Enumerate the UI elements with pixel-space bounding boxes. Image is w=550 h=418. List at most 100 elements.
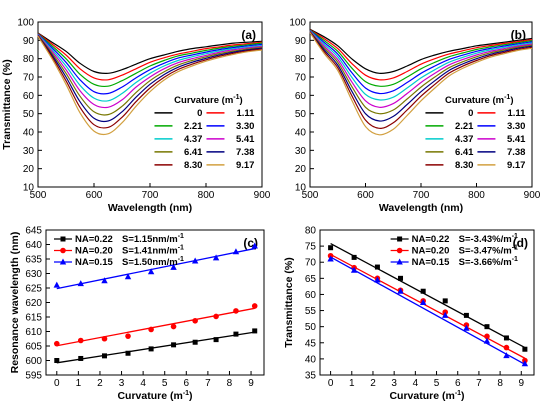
data-point (484, 324, 490, 330)
y-tick-label: 20 (295, 164, 307, 175)
legend-label: 8.30 (455, 160, 474, 171)
data-point (148, 326, 154, 333)
data-point (101, 353, 107, 359)
x-tick-label: 900 (524, 190, 541, 201)
data-point (125, 333, 131, 339)
data-point (192, 339, 198, 345)
x-tick-label: 500 (30, 190, 47, 201)
series-line-7.38 (37, 35, 263, 123)
y-tick-label: 30 (23, 146, 35, 157)
data-point (101, 277, 108, 284)
series-line-0 (37, 32, 263, 74)
y-tick-label: 10 (23, 183, 35, 194)
y-tick-label: 640 (25, 240, 42, 251)
legend-label: NA=0.20 (75, 246, 113, 257)
legend-marker (396, 247, 403, 254)
panel-label: (b) (511, 28, 526, 42)
x-tick-label: 1 (349, 378, 355, 389)
series-line-3.30 (37, 33, 263, 95)
y-tick-label: 60 (295, 91, 307, 102)
legend-fit-label: S=-3.66%/m-1 (459, 256, 518, 268)
series-line-4.37 (37, 34, 263, 102)
data-point (350, 266, 358, 273)
data-point (213, 337, 219, 343)
y-tick-label: 100 (17, 18, 34, 29)
x-tick-label: 6 (455, 378, 461, 389)
y-tick-label: 90 (295, 36, 307, 47)
fit-line (56, 331, 255, 364)
legend-label: 0 (468, 108, 473, 119)
data-point (503, 352, 510, 359)
legend-title: Curvature (m-1) (445, 94, 514, 106)
y-tick-label: 80 (305, 226, 317, 237)
legend-label: 4.37 (455, 134, 474, 145)
legend-title: Curvature (m-1) (174, 94, 243, 106)
data-point (54, 358, 60, 363)
data-point (374, 264, 380, 270)
x-tick-label: 9 (519, 378, 525, 389)
data-point (170, 263, 177, 270)
legend-label: 2.21 (184, 121, 203, 132)
x-tick-label: 6 (184, 378, 190, 389)
legend-label: NA=0.22 (75, 234, 113, 245)
panel-d: 0 1 2 3 4 5 6 7 8 935404550556065707580Curvature … (283, 226, 535, 402)
series-line-8.30 (309, 31, 533, 129)
x-tick-label: 7 (476, 378, 482, 389)
data-point (148, 346, 154, 352)
x-tick-label: 4 (140, 378, 146, 389)
y-tick-label: 35 (305, 371, 317, 382)
y-tick-label: 40 (305, 354, 317, 365)
y-tick-label: 625 (25, 284, 42, 295)
data-point (77, 280, 84, 287)
y-tick-label: 635 (25, 255, 42, 266)
y-axis-title: Resonance wavelength (nm) (9, 232, 21, 374)
data-point (397, 287, 404, 294)
data-point (191, 257, 199, 264)
fit-line (330, 256, 526, 365)
y-axis-title: Transmittance (%) (283, 257, 295, 347)
y-axis-title: Transmittance (%) (1, 59, 13, 149)
legend-label: NA=0.15 (412, 257, 450, 268)
x-tick-label: 500 (302, 190, 319, 201)
data-point (327, 255, 334, 262)
legend-fit-label: S=1.15nm/m-1 (122, 233, 184, 245)
series-line-2.21 (309, 29, 533, 87)
data-point (420, 288, 426, 294)
y-tick-label: 20 (23, 164, 35, 175)
x-tick-label: 600 (357, 190, 374, 201)
y-tick-label: 605 (25, 342, 42, 353)
data-point (125, 350, 131, 356)
data-point (233, 331, 239, 337)
y-tick-label: 100 (289, 18, 306, 29)
legend-marker (60, 236, 66, 242)
x-tick-label: 3 (391, 378, 397, 389)
panel-c: 0 1 2 3 4 5 6 7 8 9 595 600 605 610 615 620 625 630 635 640… (9, 226, 265, 402)
y-tick-label: 615 (25, 313, 42, 324)
y-tick-label: 620 (25, 298, 42, 309)
x-tick-label: 9 (248, 378, 254, 389)
legend-label: 0 (197, 108, 202, 119)
data-point (101, 335, 108, 342)
x-tick-label: 2 (97, 378, 103, 389)
y-tick-label: 70 (23, 73, 35, 84)
data-point (212, 254, 220, 261)
data-point (171, 342, 177, 348)
data-point (442, 298, 448, 304)
data-point (53, 340, 60, 347)
series-line-1.11 (309, 29, 533, 81)
x-tick-label: 800 (468, 190, 485, 201)
data-point (503, 344, 510, 351)
data-point (252, 328, 258, 334)
legend-marker (59, 258, 67, 265)
y-tick-label: 50 (295, 109, 307, 120)
y-tick-label: 80 (295, 54, 307, 65)
y-tick-label: 595 (25, 371, 42, 382)
series-line-5.41 (309, 30, 533, 108)
legend-label: 7.38 (507, 147, 526, 158)
x-tick-label: 1 (76, 378, 82, 389)
data-point (521, 360, 529, 367)
x-tick-label: 8 (497, 378, 503, 389)
data-point (170, 323, 177, 330)
panel-label: (d) (513, 236, 528, 250)
